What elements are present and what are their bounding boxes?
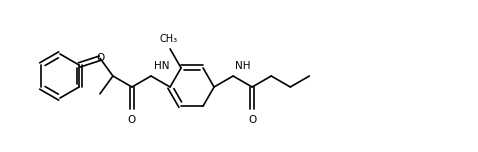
Text: CH₃: CH₃ — [159, 34, 177, 44]
Text: HN: HN — [154, 61, 170, 71]
Text: O: O — [128, 115, 136, 125]
Text: NH: NH — [235, 61, 250, 71]
Text: O: O — [248, 115, 256, 125]
Text: O: O — [97, 53, 105, 63]
